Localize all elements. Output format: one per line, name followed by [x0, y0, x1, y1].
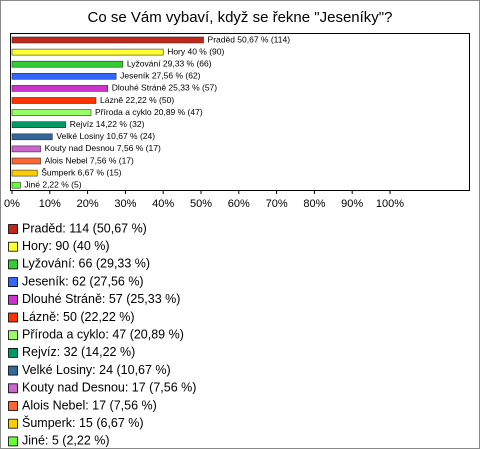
x-tick-label: 80%	[303, 198, 325, 210]
value-label: Jeseník 27,56 % (62)	[120, 71, 200, 81]
value-label: Dlouhé Stráně 25,33 % (57)	[112, 83, 218, 93]
x-tick-label: 50%	[190, 198, 212, 210]
bar	[11, 73, 117, 80]
legend-label: Příroda a cyklo: 47 (20,89 %)	[22, 327, 184, 341]
legend-label: Hory: 90 (40 %)	[22, 239, 110, 253]
legend-label: Jeseník: 62 (27,56 %)	[22, 274, 144, 288]
legend-swatch	[8, 241, 18, 252]
legend-swatch	[8, 294, 18, 305]
legend-swatch	[8, 401, 18, 411]
legend-label: Dlouhé Stráně: 57 (25,33 %)	[22, 292, 180, 306]
legend-swatch	[8, 259, 18, 270]
legend-swatch	[8, 383, 18, 394]
bar	[11, 157, 41, 165]
value-label: Kouty nad Desnou 7,56 % (17)	[45, 143, 161, 153]
bar	[11, 48, 164, 56]
bar	[11, 169, 38, 177]
legend-label: Alois Nebel: 17 (7,56 %)	[22, 398, 157, 412]
x-tick-label: 10%	[39, 198, 61, 210]
legend-swatch	[8, 365, 18, 376]
value-label: Jiné 2,22 % (5)	[24, 179, 81, 189]
value-label: Praděd 50,67 % (114)	[208, 34, 291, 44]
x-tick-label: 20%	[77, 198, 99, 210]
value-label: Velké Losiny 10,67 % (24)	[56, 131, 155, 141]
legend-label: Jiné: 5 (2,22 %)	[22, 434, 110, 448]
x-tick-label: 60%	[228, 198, 250, 210]
legend-swatch	[8, 277, 18, 288]
bar	[11, 97, 97, 104]
legend-swatch	[8, 436, 18, 447]
legend-label: Lyžování: 66 (29,33 %)	[22, 257, 150, 271]
legend-label: Šumperk: 15 (6,67 %)	[22, 415, 144, 430]
value-label: Lyžování 29,33 % (66)	[127, 58, 212, 68]
chart-title: Co se Vám vybaví, když se řekne "Jeseník…	[88, 9, 393, 26]
value-label: Příroda a cyklo 20,89 % (47)	[95, 107, 203, 117]
x-tick-label: 30%	[114, 198, 136, 210]
value-label: Alois Nebel 7,56 % (17)	[45, 155, 134, 165]
legend-swatch	[8, 312, 18, 323]
legend-swatch	[8, 347, 18, 358]
x-tick-label: 40%	[152, 198, 174, 210]
legend-label: Praděd: 114 (50,67 %)	[22, 221, 147, 235]
bar	[11, 60, 124, 68]
x-tick-label: 100%	[376, 198, 404, 210]
legend-swatch	[8, 418, 18, 429]
bar	[11, 121, 67, 128]
plot-frame	[10, 33, 470, 191]
legend-label: Lázně: 50 (22,22 %)	[22, 310, 135, 324]
bar	[11, 36, 204, 44]
bar	[11, 145, 41, 153]
legend-label: Kouty nad Desnou: 17 (7,56 %)	[22, 381, 196, 395]
x-tick-label: 70%	[266, 198, 288, 210]
legend-swatch	[8, 224, 18, 234]
bar	[11, 85, 109, 92]
value-label: Hory 40 % (90)	[167, 46, 224, 56]
bar	[11, 133, 53, 141]
value-label: Lázně 22,22 % (50)	[100, 95, 174, 105]
value-label: Šumperk 6,67 % (15)	[41, 167, 121, 177]
legend-label: Velké Losiny: 24 (10,67 %)	[22, 363, 171, 377]
x-tick-label: 0%	[4, 198, 20, 210]
legend-swatch	[8, 330, 18, 341]
bar	[11, 109, 92, 116]
bar	[11, 181, 21, 189]
x-tick-label: 90%	[341, 198, 363, 210]
legend-label: Rejvíz: 32 (14,22 %)	[22, 345, 135, 359]
value-label: Rejvíz 14,22 % (32)	[70, 119, 145, 129]
